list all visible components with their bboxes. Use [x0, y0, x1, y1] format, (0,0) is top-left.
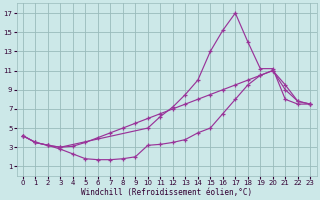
X-axis label: Windchill (Refroidissement éolien,°C): Windchill (Refroidissement éolien,°C): [81, 188, 252, 197]
